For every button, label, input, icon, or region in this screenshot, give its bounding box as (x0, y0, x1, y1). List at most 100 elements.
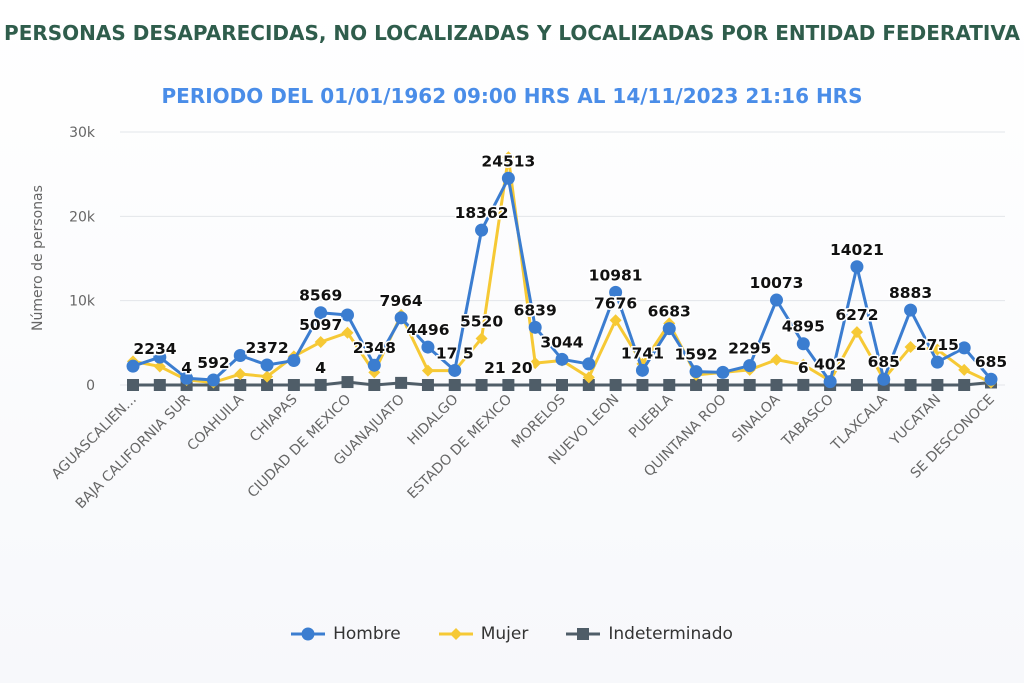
data-label: 2715 (916, 336, 959, 354)
data-label: 6 (798, 359, 809, 377)
y-tick-label: 20k (69, 209, 96, 225)
data-point-hombre (475, 223, 489, 237)
data-point-indeterminado (395, 376, 408, 389)
data-label: 6272 (835, 306, 878, 324)
legend-item-hombre[interactable]: Hombre (291, 624, 401, 644)
x-tick-label: CIUDAD DE MEXICO (245, 392, 355, 502)
diamond-marker-icon (438, 628, 473, 640)
data-point-indeterminado (127, 379, 139, 391)
data-point-hombre (501, 171, 515, 185)
x-tick-label: BAJA CALIFORNIA SUR (73, 391, 194, 512)
data-label: 685 (975, 353, 1007, 371)
data-point-hombre (206, 373, 220, 387)
data-label: 4496 (406, 321, 449, 339)
data-point-hombre (877, 372, 891, 386)
data-point-indeterminado (234, 379, 247, 391)
data-label: 1741 (621, 344, 664, 362)
data-point-hombre (233, 348, 247, 362)
data-label: 2295 (728, 340, 771, 358)
series-indeterminado (127, 376, 997, 391)
data-point-hombre (367, 358, 381, 372)
data-label: 6683 (648, 303, 691, 321)
data-point-indeterminado (743, 379, 756, 391)
data-point-hombre (582, 357, 596, 371)
data-label: 6839 (514, 301, 557, 319)
data-label: 5097 (299, 316, 342, 334)
data-point-hombre (850, 260, 864, 274)
data-point-hombre (957, 341, 971, 355)
data-point-hombre (153, 350, 167, 364)
data-point-mujer (904, 341, 917, 354)
data-label: 8883 (889, 284, 932, 302)
data-point-indeterminado (529, 379, 542, 391)
data-label: 2348 (353, 339, 396, 357)
data-point-hombre (635, 363, 649, 377)
x-tick-label: SINALOA (729, 391, 784, 446)
x-tick-label: COAHUILA (184, 391, 247, 454)
y-tick-label: 10k (69, 294, 96, 310)
data-label: 592 (197, 354, 229, 372)
data-point-hombre (689, 365, 703, 379)
data-point-mujer (529, 357, 542, 370)
data-label: 5520 (460, 312, 503, 330)
y-tick-label: 30k (69, 125, 96, 141)
data-point-indeterminado (421, 379, 434, 391)
data-point-mujer (797, 358, 810, 371)
legend-marker (301, 627, 315, 641)
data-point-mujer (421, 364, 434, 377)
circle-marker-icon (291, 627, 326, 641)
legend-item-indeterminado[interactable]: Indeterminado (566, 624, 733, 644)
data-label: 8569 (299, 287, 342, 305)
x-tick-label: YUCATAN (887, 392, 945, 450)
y-axis-label: Número de personas (30, 185, 46, 331)
data-point-indeterminado (850, 379, 863, 391)
data-label: 14021 (830, 241, 884, 259)
data-label: 685 (868, 353, 900, 371)
data-point-hombre (421, 340, 435, 354)
legend-label: Indeterminado (608, 624, 733, 644)
data-label: 24513 (481, 152, 535, 170)
x-tick-label: CHIAPAS (247, 391, 301, 445)
data-label: 7964 (380, 292, 423, 310)
data-point-hombre (904, 303, 918, 317)
data-point-indeterminado (314, 378, 327, 391)
data-point-mujer (234, 368, 247, 381)
data-point-indeterminado (797, 378, 810, 391)
legend-label: Mujer (480, 624, 529, 644)
data-point-indeterminado (663, 379, 676, 391)
legend-label: Hombre (333, 624, 401, 644)
data-point-mujer (931, 343, 944, 356)
x-tick-label: HIDALGO (405, 392, 462, 449)
data-label: 21 20 (484, 359, 533, 377)
data-point-hombre (770, 293, 783, 307)
data-point-hombre (930, 355, 944, 369)
data-label: 7676 (594, 294, 637, 312)
data-point-mujer (153, 360, 166, 373)
data-point-hombre (662, 322, 676, 336)
legend-marker (449, 628, 462, 640)
data-point-indeterminado (261, 379, 274, 391)
data-point-indeterminado (770, 379, 783, 391)
data-point-hombre (823, 375, 837, 389)
data-label: 402 (814, 356, 846, 374)
x-tick-label: PUEBLA (626, 391, 676, 441)
data-point-hombre (314, 306, 328, 320)
data-label: 18362 (455, 204, 509, 222)
data-label: 3044 (540, 333, 583, 351)
y-tick-label: 0 (86, 378, 95, 394)
legend: Hombre Mujer Indeterminado (0, 624, 1024, 644)
data-point-hombre (528, 320, 542, 334)
data-label: 17 5 (436, 344, 474, 362)
data-point-hombre (260, 358, 274, 372)
data-point-mujer (341, 326, 354, 339)
data-label: 2234 (133, 340, 176, 358)
data-label: 2372 (245, 339, 288, 357)
data-point-indeterminado (690, 379, 703, 391)
data-point-indeterminado (556, 379, 568, 391)
legend-marker (577, 628, 590, 640)
data-label: 4 (181, 359, 192, 377)
data-label: 4 (315, 359, 326, 377)
data-label: 10073 (750, 274, 804, 292)
legend-item-mujer[interactable]: Mujer (438, 624, 529, 644)
